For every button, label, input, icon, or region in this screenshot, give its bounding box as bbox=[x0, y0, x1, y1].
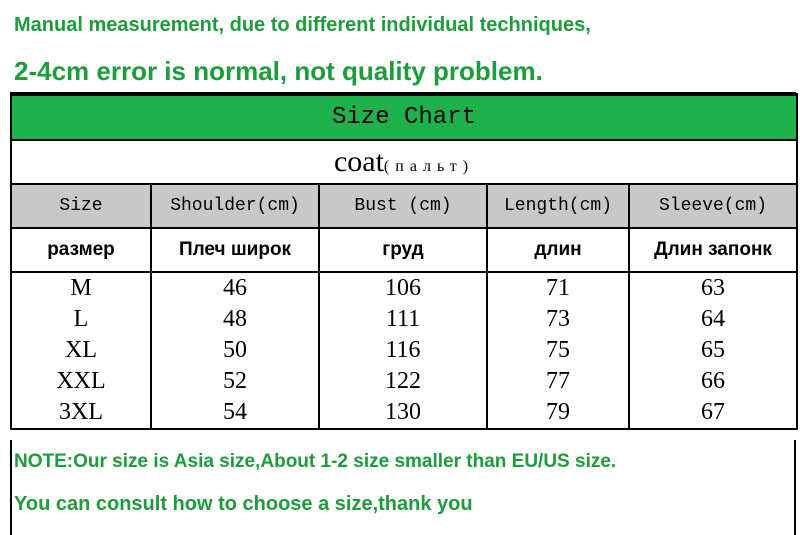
table-body: Size Chart coat(пальт) Size Shoulder(cm) B… bbox=[9, 93, 799, 430]
data-cell: 79 bbox=[486, 397, 630, 430]
item-name-ru: (пальт) bbox=[383, 158, 475, 175]
data-cell: 63 bbox=[627, 272, 799, 304]
data-cell: 64 bbox=[627, 304, 799, 335]
data-row: XL 50 116 75 65 bbox=[10, 335, 799, 366]
data-cell: 52 bbox=[150, 366, 320, 397]
data-row: M 46 106 71 63 bbox=[10, 272, 799, 304]
data-cell: 3XL bbox=[10, 397, 152, 430]
header-cell-ru: размер bbox=[10, 227, 152, 273]
border bbox=[10, 440, 12, 535]
item-row: coat(пальт) bbox=[9, 139, 799, 185]
footer-note: You can consult how to choose a size,tha… bbox=[14, 493, 473, 515]
data-cell: 67 bbox=[627, 397, 799, 430]
header-cell: Length(cm) bbox=[486, 183, 630, 229]
data-cell: 71 bbox=[486, 272, 630, 304]
top-rule bbox=[10, 92, 796, 96]
data-cell: XL bbox=[10, 335, 152, 366]
item-name: coat bbox=[333, 145, 384, 178]
notice-line: Manual measurement, due to different ind… bbox=[14, 14, 591, 36]
notice-line: 2-4cm error is normal, not quality probl… bbox=[14, 56, 543, 86]
title-row: Size Chart bbox=[9, 93, 799, 141]
data-cell: 130 bbox=[318, 397, 488, 430]
data-cell: 65 bbox=[627, 335, 799, 366]
data-cell: M bbox=[10, 272, 152, 304]
data-cell: 50 bbox=[150, 335, 320, 366]
data-row: 3XL 54 130 79 67 bbox=[10, 397, 799, 430]
header-row-ru: размер Плеч широк груд длин Длин запонк bbox=[10, 227, 799, 273]
data-cell: 54 bbox=[150, 397, 320, 430]
item-cell: coat(пальт) bbox=[9, 139, 799, 185]
header-cell-ru: Плеч широк bbox=[150, 227, 320, 273]
data-cell: L bbox=[10, 304, 152, 335]
size-table: Size Chart coat(пальт) Size Shoulder(cm) B… bbox=[9, 93, 799, 430]
header-cell-ru: груд bbox=[318, 227, 488, 273]
data-row: XXL 52 122 77 66 bbox=[10, 366, 799, 397]
header-cell: Shoulder(cm) bbox=[150, 183, 320, 229]
table-title: Size Chart bbox=[9, 93, 799, 141]
data-cell: 75 bbox=[486, 335, 630, 366]
border bbox=[794, 440, 796, 535]
data-cell: 111 bbox=[318, 304, 488, 335]
data-cell: 122 bbox=[318, 366, 488, 397]
footer-note: NOTE:Our size is Asia size,About 1-2 siz… bbox=[14, 451, 617, 472]
header-cell: Size bbox=[10, 183, 152, 229]
data-cell: 73 bbox=[486, 304, 630, 335]
header-cell: Sleeve(cm) bbox=[627, 183, 799, 229]
header-cell: Bust (cm) bbox=[318, 183, 488, 229]
data-row: L 48 111 73 64 bbox=[10, 304, 799, 335]
header-cell-ru: длин bbox=[486, 227, 630, 273]
header-row: Size Shoulder(cm) Bust (cm) Length(cm) Sleev… bbox=[10, 183, 799, 229]
data-cell: XXL bbox=[10, 366, 152, 397]
data-cell: 46 bbox=[150, 272, 320, 304]
data-cell: 77 bbox=[486, 366, 630, 397]
data-cell: 66 bbox=[627, 366, 799, 397]
data-cell: 116 bbox=[318, 335, 488, 366]
header-cell-ru: Длин запонк bbox=[627, 227, 799, 273]
data-cell: 106 bbox=[318, 272, 488, 304]
data-cell: 48 bbox=[150, 304, 320, 335]
